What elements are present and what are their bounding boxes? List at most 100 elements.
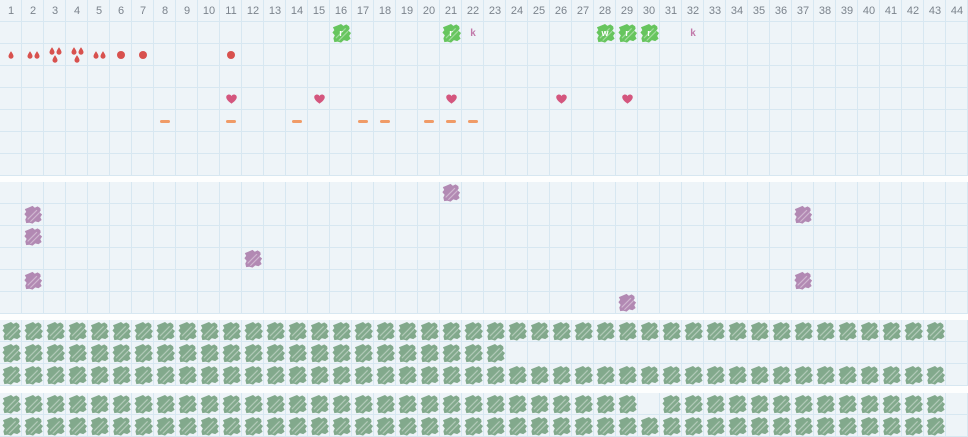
green-scribble-mark[interactable]: [132, 320, 154, 342]
flow-droplets-mark[interactable]: [66, 44, 88, 66]
green-scribble-mark[interactable]: [616, 364, 638, 386]
green-scribble-mark[interactable]: [902, 393, 924, 415]
green-scribble-mark[interactable]: [616, 415, 638, 437]
green-scribble-mark[interactable]: [682, 393, 704, 415]
dash-mark[interactable]: [286, 110, 308, 132]
green-scribble-mark[interactable]: [44, 320, 66, 342]
green-scribble-mark[interactable]: [506, 415, 528, 437]
green-scribble-mark[interactable]: [572, 393, 594, 415]
dash-mark[interactable]: [154, 110, 176, 132]
green-scribble-mark[interactable]: [924, 415, 946, 437]
green-scribble-mark[interactable]: [594, 415, 616, 437]
green-scribble-mark[interactable]: [22, 320, 44, 342]
green-scribble-mark[interactable]: [660, 320, 682, 342]
green-scribble-mark[interactable]: [352, 415, 374, 437]
flow-droplets-mark[interactable]: [44, 44, 66, 66]
green-scribble-mark[interactable]: [814, 320, 836, 342]
green-scribble-mark[interactable]: [198, 415, 220, 437]
green-scribble-mark[interactable]: [176, 415, 198, 437]
green-scribble-mark[interactable]: [902, 320, 924, 342]
green-scribble-mark[interactable]: [726, 415, 748, 437]
green-scribble-mark[interactable]: [176, 320, 198, 342]
purple-scribble-mark[interactable]: [440, 182, 462, 204]
green-scribble-mark[interactable]: [484, 393, 506, 415]
heart-mark[interactable]: [616, 88, 638, 110]
green-scribble-mark[interactable]: [418, 320, 440, 342]
green-scribble-mark[interactable]: [594, 320, 616, 342]
green-scribble-mark[interactable]: [374, 393, 396, 415]
event-scribble-mark[interactable]: r: [616, 22, 638, 44]
green-scribble-mark[interactable]: [440, 364, 462, 386]
green-scribble-mark[interactable]: [440, 320, 462, 342]
green-scribble-mark[interactable]: [506, 364, 528, 386]
green-scribble-mark[interactable]: [44, 342, 66, 364]
green-scribble-mark[interactable]: [462, 415, 484, 437]
green-scribble-mark[interactable]: [484, 415, 506, 437]
green-scribble-mark[interactable]: [154, 320, 176, 342]
green-scribble-mark[interactable]: [242, 342, 264, 364]
purple-scribble-mark[interactable]: [792, 204, 814, 226]
green-scribble-mark[interactable]: [242, 393, 264, 415]
green-scribble-mark[interactable]: [220, 364, 242, 386]
purple-scribble-mark[interactable]: [242, 248, 264, 270]
green-scribble-mark[interactable]: [418, 393, 440, 415]
green-scribble-mark[interactable]: [22, 393, 44, 415]
green-scribble-mark[interactable]: [396, 364, 418, 386]
green-scribble-mark[interactable]: [0, 415, 22, 437]
event-scribble-mark[interactable]: r: [330, 22, 352, 44]
green-scribble-mark[interactable]: [572, 415, 594, 437]
green-scribble-mark[interactable]: [528, 415, 550, 437]
flow-droplets-mark[interactable]: [22, 44, 44, 66]
green-scribble-mark[interactable]: [572, 364, 594, 386]
green-scribble-mark[interactable]: [836, 393, 858, 415]
green-scribble-mark[interactable]: [704, 320, 726, 342]
green-scribble-mark[interactable]: [704, 393, 726, 415]
green-scribble-mark[interactable]: [550, 364, 572, 386]
green-scribble-mark[interactable]: [440, 393, 462, 415]
green-scribble-mark[interactable]: [374, 415, 396, 437]
green-scribble-mark[interactable]: [418, 364, 440, 386]
green-scribble-mark[interactable]: [308, 364, 330, 386]
green-scribble-mark[interactable]: [242, 364, 264, 386]
dash-mark[interactable]: [440, 110, 462, 132]
green-scribble-mark[interactable]: [462, 364, 484, 386]
green-scribble-mark[interactable]: [374, 342, 396, 364]
green-scribble-mark[interactable]: [88, 393, 110, 415]
green-scribble-mark[interactable]: [396, 415, 418, 437]
green-scribble-mark[interactable]: [352, 364, 374, 386]
green-scribble-mark[interactable]: [594, 364, 616, 386]
green-scribble-mark[interactable]: [264, 415, 286, 437]
green-scribble-mark[interactable]: [264, 342, 286, 364]
green-scribble-mark[interactable]: [814, 393, 836, 415]
green-scribble-mark[interactable]: [638, 364, 660, 386]
green-scribble-mark[interactable]: [440, 342, 462, 364]
green-scribble-mark[interactable]: [66, 320, 88, 342]
green-scribble-mark[interactable]: [374, 364, 396, 386]
green-scribble-mark[interactable]: [286, 320, 308, 342]
green-scribble-mark[interactable]: [902, 364, 924, 386]
green-scribble-mark[interactable]: [748, 320, 770, 342]
green-scribble-mark[interactable]: [858, 393, 880, 415]
green-scribble-mark[interactable]: [836, 320, 858, 342]
green-scribble-mark[interactable]: [506, 393, 528, 415]
event-letter-mark[interactable]: k: [682, 22, 704, 44]
green-scribble-mark[interactable]: [154, 364, 176, 386]
green-scribble-mark[interactable]: [528, 364, 550, 386]
green-scribble-mark[interactable]: [220, 342, 242, 364]
green-scribble-mark[interactable]: [660, 415, 682, 437]
event-scribble-mark[interactable]: r: [638, 22, 660, 44]
green-scribble-mark[interactable]: [792, 364, 814, 386]
green-scribble-mark[interactable]: [462, 342, 484, 364]
green-scribble-mark[interactable]: [154, 393, 176, 415]
green-scribble-mark[interactable]: [286, 364, 308, 386]
green-scribble-mark[interactable]: [44, 364, 66, 386]
purple-scribble-mark[interactable]: [792, 270, 814, 292]
green-scribble-mark[interactable]: [286, 415, 308, 437]
green-scribble-mark[interactable]: [44, 415, 66, 437]
green-scribble-mark[interactable]: [682, 320, 704, 342]
section-scatter-marks[interactable]: [0, 182, 968, 314]
green-scribble-mark[interactable]: [462, 393, 484, 415]
heart-mark[interactable]: [308, 88, 330, 110]
green-scribble-mark[interactable]: [44, 393, 66, 415]
green-scribble-mark[interactable]: [242, 415, 264, 437]
